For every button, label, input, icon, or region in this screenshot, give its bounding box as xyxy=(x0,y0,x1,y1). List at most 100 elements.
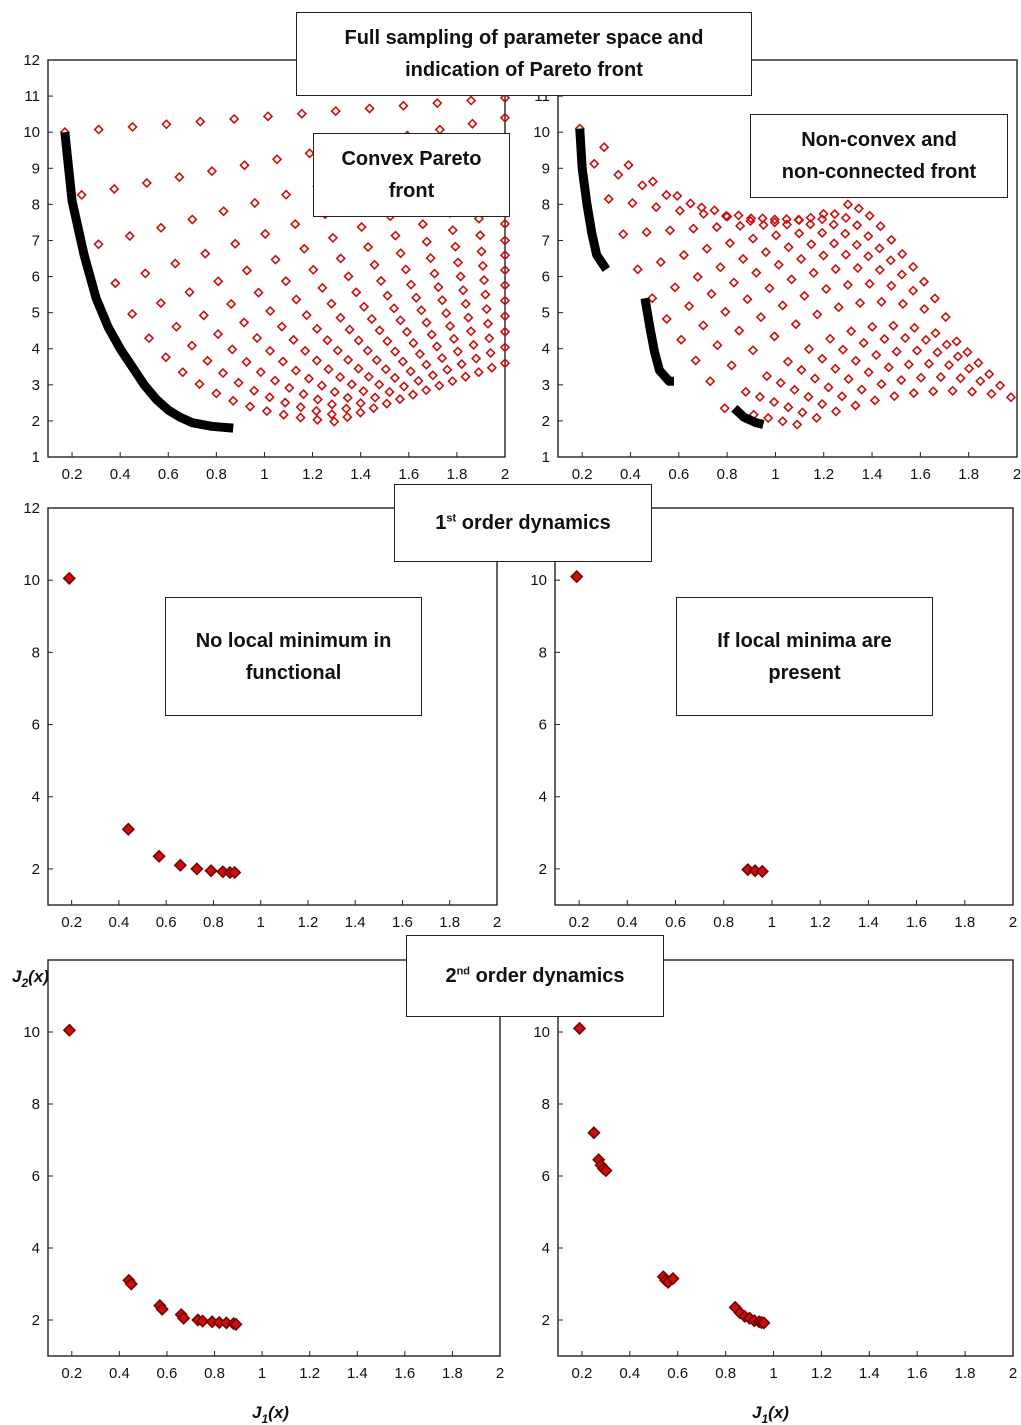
sample-point xyxy=(248,385,260,396)
sample-point xyxy=(363,371,374,382)
data-point xyxy=(62,571,76,586)
sample-point xyxy=(792,419,803,430)
sample-point xyxy=(824,333,836,344)
sample-point xyxy=(342,392,353,403)
sample-point xyxy=(655,256,666,268)
sample-point xyxy=(499,250,511,261)
sample-point xyxy=(335,312,346,323)
y-tick-label: 10 xyxy=(533,124,550,141)
sample-point xyxy=(384,386,395,398)
sample-point xyxy=(768,396,780,408)
x-tick-label: 0.4 xyxy=(108,914,129,931)
y-tick-label: 6 xyxy=(32,717,40,734)
sample-point xyxy=(698,320,709,331)
sample-point xyxy=(823,382,834,393)
y-tick-label: 8 xyxy=(32,644,40,661)
sample-point xyxy=(986,388,997,400)
pareto-front-line xyxy=(575,128,611,272)
sample-point xyxy=(764,283,775,294)
plot-frame xyxy=(47,959,501,1357)
y-tick-label: 5 xyxy=(32,305,40,322)
sample-point xyxy=(769,331,780,342)
y-tick-label: 4 xyxy=(32,1240,40,1257)
sample-point xyxy=(200,248,211,259)
x-tick-label: 0.2 xyxy=(62,466,83,483)
sample-point xyxy=(241,265,253,276)
sample-point xyxy=(777,300,788,311)
sample-point xyxy=(761,370,772,382)
local-minima-note: If local minima are present xyxy=(676,597,933,716)
sample-point xyxy=(233,377,244,388)
x-tick-label: 1.2 xyxy=(813,466,834,483)
sample-point xyxy=(688,223,699,234)
sample-point xyxy=(796,364,807,376)
sample-point xyxy=(923,358,935,369)
x-tick-label: 2 xyxy=(1013,466,1021,483)
sample-point xyxy=(919,303,930,315)
sample-point xyxy=(809,373,821,384)
sample-point xyxy=(720,306,731,317)
sample-point xyxy=(726,360,737,371)
sample-point xyxy=(374,379,385,390)
sample-point xyxy=(747,233,759,244)
sample-point xyxy=(499,342,511,353)
sample-point xyxy=(850,400,861,411)
sample-point xyxy=(775,377,786,389)
sample-point xyxy=(698,208,709,220)
sample-point xyxy=(830,363,841,374)
sample-point xyxy=(808,267,819,279)
sample-point xyxy=(388,303,400,314)
sample-point xyxy=(317,282,328,294)
data-point xyxy=(190,862,204,876)
sample-point xyxy=(93,124,104,135)
sample-point xyxy=(863,367,874,378)
sample-point xyxy=(177,367,188,378)
y-tick-label: 9 xyxy=(542,160,550,177)
sample-point xyxy=(460,371,471,382)
sample-point xyxy=(692,271,703,283)
sample-point xyxy=(251,332,263,344)
sample-point xyxy=(353,335,364,346)
sample-point xyxy=(343,271,354,282)
sample-point xyxy=(450,241,461,252)
sample-point xyxy=(829,208,840,220)
sample-point xyxy=(109,183,120,195)
y-tick-label: 4 xyxy=(32,789,40,806)
sample-point xyxy=(322,335,333,346)
x-tick-label: 1.4 xyxy=(350,466,371,483)
sample-point xyxy=(407,389,419,400)
sample-point xyxy=(777,416,788,427)
sample-point xyxy=(311,405,322,417)
sample-point xyxy=(458,285,469,296)
x-tick-label: 1.8 xyxy=(958,466,979,483)
sample-point xyxy=(261,405,273,417)
sample-point xyxy=(382,290,393,301)
data-point xyxy=(229,1317,243,1331)
sample-point xyxy=(468,339,479,351)
sample-point xyxy=(238,317,250,328)
sample-point xyxy=(312,394,323,405)
sample-point xyxy=(456,358,467,370)
nonconvex-front-note: Non-convex and non-connected front xyxy=(750,114,1008,198)
sample-point xyxy=(751,267,762,278)
x-tick-label: 1.6 xyxy=(906,914,927,931)
sample-point xyxy=(817,227,828,238)
sample-point xyxy=(202,355,213,366)
sample-point xyxy=(358,301,370,312)
data-point xyxy=(204,864,218,878)
sample-point xyxy=(421,317,432,328)
sample-point xyxy=(228,395,239,406)
sample-point xyxy=(812,309,823,320)
sample-point xyxy=(499,218,511,229)
plot-frame xyxy=(557,59,1018,458)
data-point xyxy=(755,864,769,879)
sample-point xyxy=(647,176,659,187)
sample-point xyxy=(264,345,276,357)
sample-point xyxy=(641,227,652,238)
sample-point xyxy=(869,395,881,406)
sample-point xyxy=(296,108,307,119)
sample-point xyxy=(278,409,289,420)
sample-point xyxy=(897,248,908,260)
data-point xyxy=(599,1163,613,1178)
